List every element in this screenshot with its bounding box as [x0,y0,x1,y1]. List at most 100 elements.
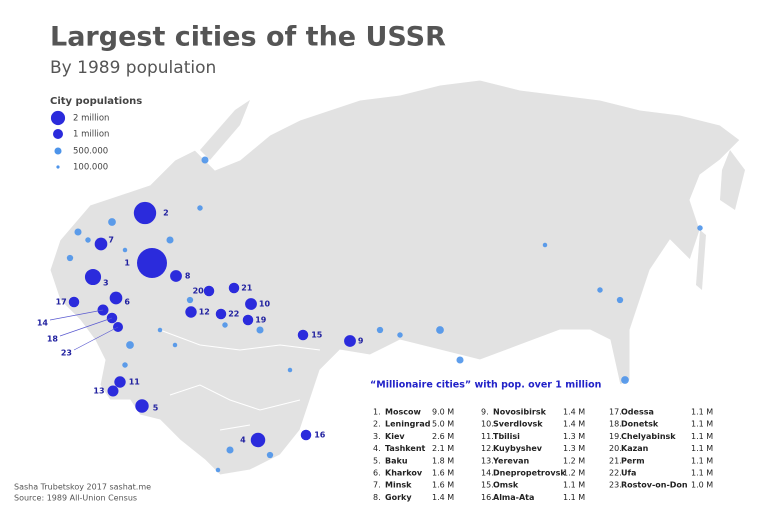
table-city: Kiev [385,432,405,441]
table-rank: 8. [373,493,381,502]
table-population: 1.6 M [432,469,454,478]
table-rank: 23. [609,481,622,490]
city-bubble [186,296,194,304]
city-bubble [114,376,126,388]
table-rank: 17. [609,408,622,417]
table-rank: 16. [481,493,494,502]
table-rank: 13. [481,456,494,465]
table-population: 1.1 M [691,408,713,417]
table-city: Dnepropetrovsk [493,469,566,478]
table-city: Alma-Ata [493,493,534,502]
leader-line [49,309,104,321]
city-bubble [85,237,91,243]
city-bubble [621,376,629,384]
table-population: 9.0 M [432,408,454,417]
table-population: 1.3 M [563,432,585,441]
city-bubble [203,285,215,297]
city-number: 8 [185,272,191,281]
table-city: Kazan [621,444,649,453]
table-population: 2.1 M [432,444,454,453]
table-rank: 15. [481,481,494,490]
table-population: 1.4 M [563,420,585,429]
city-number: 16 [314,431,326,440]
city-bubble [542,242,548,248]
table-city: Minsk [385,481,412,490]
city-bubble [137,248,167,278]
novaya-zemlya [200,100,250,160]
city-bubble [287,367,293,373]
city-bubble [397,332,403,338]
table-rank: 4. [373,444,381,453]
table-rank: 19. [609,432,622,441]
table-population: 1.1 M [691,469,713,478]
city-bubble [172,342,178,348]
table-rank: 7. [373,481,381,490]
table-population: 1.2 M [563,469,585,478]
city-bubble [201,156,209,164]
city-bubble [456,356,464,364]
table-population: 1.3 M [563,444,585,453]
table-city: Leningrad [385,420,431,429]
table-city: Tbilisi [493,432,520,441]
city-bubble [197,205,203,211]
table-rank: 5. [373,456,381,465]
table-city: Yerevan [492,456,529,465]
table-city: Tashkent [385,444,426,453]
city-number: 2 [163,209,169,218]
city-bubble [122,247,128,253]
table-rank: 22. [609,469,622,478]
city-bubble [94,237,108,251]
city-number: 4 [240,436,246,445]
table-city: Novosibirsk [493,408,547,417]
table-city: Rostov-on-Don [621,481,688,490]
legend-label: 2 million [73,114,109,124]
legend-bubble [54,147,62,155]
legend-bubble [50,110,66,126]
table-rank: 11. [481,432,494,441]
city-bubble [697,225,703,231]
legend-label: 500.000 [73,147,108,157]
city-bubble [245,298,257,310]
city-number: 18 [47,335,59,344]
city-bubble [242,314,254,326]
city-number: 1 [124,259,130,268]
city-bubble [84,268,102,286]
city-bubble [266,451,274,459]
city-bubble [250,432,266,448]
city-number: 23 [61,349,72,358]
city-bubble [226,446,234,454]
table-population: 1.6 M [432,481,454,490]
table-city: Moscow [385,408,421,417]
city-number: 17 [56,298,67,307]
city-bubble [126,341,134,349]
table-rank: 21. [609,456,622,465]
city-bubble [222,322,228,328]
legend-bubble [56,165,60,169]
city-bubble [68,296,80,308]
city-bubble [300,429,312,441]
city-bubble [256,326,264,334]
sakhalin [696,230,706,290]
republic-borders [159,329,321,431]
kamchatka [720,150,745,210]
city-bubble [166,236,174,244]
city-number: 13 [93,387,104,396]
table-city: Gorky [385,493,412,502]
table-city: Donetsk [621,420,659,429]
legend-bubble [53,129,63,139]
table-rank: 1. [373,408,381,417]
table-population: 1.4 M [432,493,454,502]
city-number: 22 [228,310,239,319]
table-city: Kuybyshev [493,444,543,453]
city-bubble [66,254,74,262]
table-city: Omsk [493,481,519,490]
legend-label: 100.000 [73,163,108,173]
city-number: 15 [311,331,323,340]
title: Largest cities of the USSR [50,22,446,53]
city-bubble [616,296,624,304]
table-rank: 20. [609,444,622,453]
city-bubble [74,228,82,236]
table-rank: 18. [609,420,622,429]
city-bubble [122,362,128,368]
